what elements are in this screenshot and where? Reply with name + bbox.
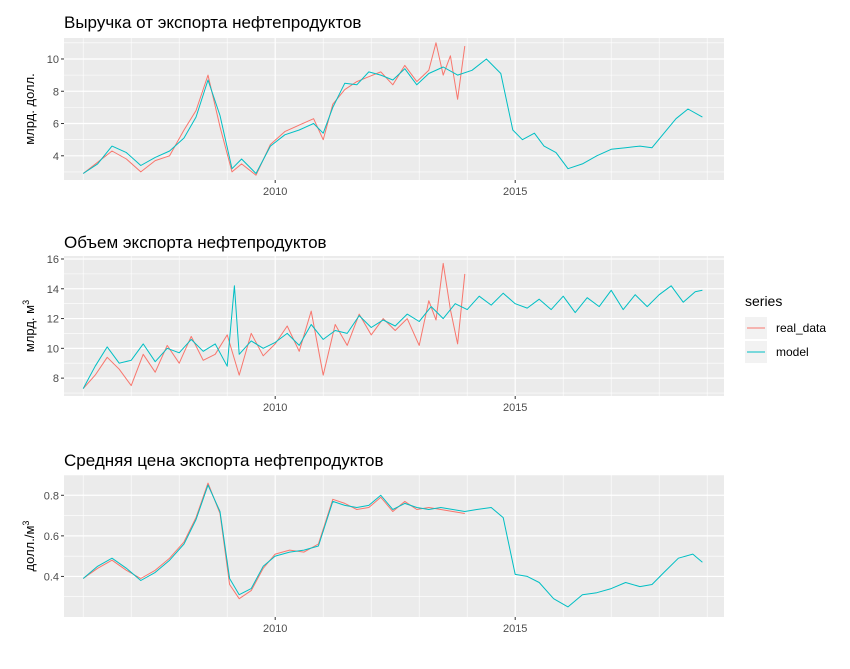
panel-2-xtick-label: 2010 — [263, 402, 287, 414]
panel-3-series-model — [82, 484, 703, 608]
panel-3-xtick-label: 2010 — [263, 623, 287, 635]
panel-2-ylabel: млрд. м3 — [21, 300, 37, 352]
panel-2-ytick-label: 8 — [53, 373, 59, 385]
legend-title: series — [745, 293, 782, 309]
panel-3-background — [64, 475, 724, 617]
panel-3-ylabel: долл./м3 — [21, 521, 37, 572]
panel-1-ytick-label: 4 — [53, 151, 59, 163]
panel-1-ytick-label: 8 — [53, 86, 59, 98]
legend-label-real-data: real_data — [776, 321, 826, 335]
panel-1-xtick-label: 2010 — [263, 186, 287, 198]
panel-2: 2010 2015 8 10 12 14 16 млрд. м3 — [21, 254, 724, 414]
panel-1: 2010 2015 4 6 8 10 млрд. долл. — [22, 38, 724, 198]
panel-1-series-real-data — [82, 42, 466, 176]
panel-3-series-real-data — [82, 482, 465, 600]
panel-3-xtick-label: 2015 — [503, 623, 527, 635]
legend: series real_data model — [745, 293, 826, 363]
panel-1-ytick-label: 6 — [53, 119, 59, 131]
panel-3-ytick-label: 0.4 — [44, 571, 59, 583]
panel-2-xtick-label: 2015 — [503, 402, 527, 414]
panel-3-ytick-label: 0.8 — [44, 490, 59, 502]
panel-3: 2010 2015 0.4 0.6 0.8 долл./м3 — [21, 474, 724, 635]
panel-2-ytick-label: 14 — [47, 284, 59, 296]
panel-3-ytick-label: 0.6 — [44, 531, 59, 543]
panel-2-series-real-data — [82, 262, 466, 389]
panel-2-ytick-label: 16 — [47, 254, 59, 266]
panel-1-ytick-label: 10 — [47, 54, 59, 66]
panel-1-ylabel: млрд. долл. — [22, 73, 37, 145]
panel-2-ytick-label: 10 — [47, 343, 59, 355]
panel-3-title: Средняя цена экспорта нефтепродуктов — [64, 451, 384, 470]
panel-2-ytick-label: 12 — [47, 314, 59, 326]
panel-2-title: Объем экспорта нефтепродуктов — [64, 233, 327, 252]
panel-2-series-model — [82, 285, 703, 389]
panel-1-title: Выручка от экспорта нефтепродуктов — [64, 13, 361, 32]
panel-2-background — [64, 256, 724, 396]
legend-label-model: model — [776, 345, 809, 359]
panel-1-xtick-label: 2015 — [503, 186, 527, 198]
panel-1-series-model — [82, 58, 703, 174]
